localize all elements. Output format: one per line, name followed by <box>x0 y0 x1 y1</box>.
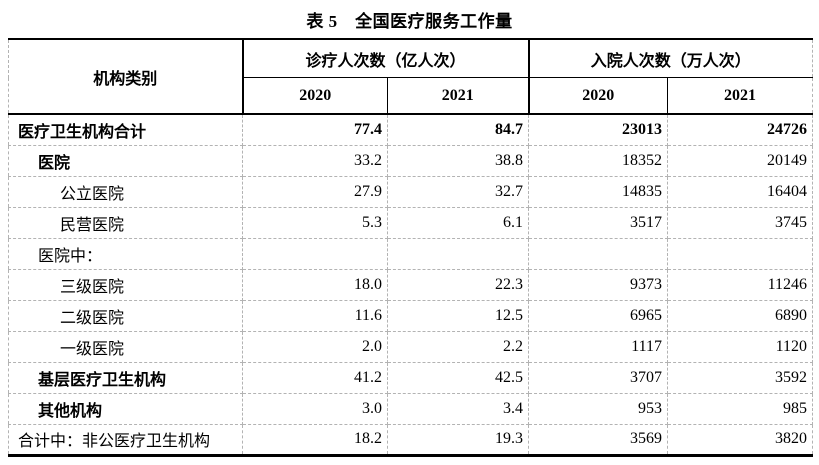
cell-inpatient-2021 <box>667 238 814 270</box>
cell-outpatient-2020 <box>242 238 388 270</box>
cell-inpatient-2021: 3820 <box>667 424 814 456</box>
table-row-non-public-institutions: 合计中：非公医疗卫生机构 18.2 19.3 3569 3820 <box>8 424 814 456</box>
cell-outpatient-2020: 77.4 <box>242 114 388 146</box>
cell-inpatient-2020 <box>528 238 669 270</box>
cell-outpatient-2021: 6.1 <box>387 207 530 239</box>
table-row-primary-hospitals: 一级医院 2.0 2.2 1117 1120 <box>8 331 814 363</box>
cell-outpatient-2020: 3.0 <box>242 393 388 425</box>
cell-inpatient-2021: 3592 <box>667 362 814 394</box>
table-row-grassroots-institutions: 基层医疗卫生机构 41.2 42.5 3707 3592 <box>8 362 814 394</box>
header-outpatient-visits: 诊疗人次数（亿人次） <box>242 39 530 78</box>
table-row-private-hospitals: 民营医院 5.3 6.1 3517 3745 <box>8 207 814 239</box>
table-row-hospitals: 医院 33.2 38.8 18352 20149 <box>8 145 814 177</box>
row-label: 基层医疗卫生机构 <box>8 362 243 394</box>
cell-inpatient-2021: 1120 <box>667 331 814 363</box>
cell-inpatient-2020: 23013 <box>528 114 669 146</box>
cell-outpatient-2021: 32.7 <box>387 176 530 208</box>
row-label: 民营医院 <box>8 207 243 239</box>
cell-outpatient-2020: 2.0 <box>242 331 388 363</box>
cell-outpatient-2020: 27.9 <box>242 176 388 208</box>
cell-inpatient-2020: 18352 <box>528 145 669 177</box>
cell-inpatient-2020: 14835 <box>528 176 669 208</box>
cell-inpatient-2020: 9373 <box>528 269 669 301</box>
cell-outpatient-2021: 3.4 <box>387 393 530 425</box>
cell-inpatient-2021: 985 <box>667 393 814 425</box>
cell-outpatient-2021: 42.5 <box>387 362 530 394</box>
cell-inpatient-2021: 20149 <box>667 145 814 177</box>
cell-inpatient-2020: 3707 <box>528 362 669 394</box>
cell-outpatient-2021: 2.2 <box>387 331 530 363</box>
cell-inpatient-2021: 3745 <box>667 207 814 239</box>
cell-inpatient-2020: 3569 <box>528 424 669 456</box>
header-inpatient-2020: 2020 <box>528 77 669 115</box>
cell-outpatient-2020: 5.3 <box>242 207 388 239</box>
cell-outpatient-2021: 12.5 <box>387 300 530 332</box>
table-header: 机构类别 诊疗人次数（亿人次） 入院人次数（万人次） 2020 2021 202… <box>8 39 814 115</box>
table-body: 医疗卫生机构合计 77.4 84.7 23013 24726 医院 33.2 3… <box>8 114 814 456</box>
cell-inpatient-2020: 3517 <box>528 207 669 239</box>
row-label: 医院中： <box>8 238 243 270</box>
table-row-tertiary-hospitals: 三级医院 18.0 22.3 9373 11246 <box>8 269 814 301</box>
cell-outpatient-2020: 18.2 <box>242 424 388 456</box>
table-row-secondary-hospitals: 二级医院 11.6 12.5 6965 6890 <box>8 300 814 332</box>
cell-inpatient-2021: 16404 <box>667 176 814 208</box>
row-label: 公立医院 <box>8 176 243 208</box>
header-inpatient-2021: 2021 <box>667 77 814 115</box>
header-group-row: 机构类别 诊疗人次数（亿人次） 入院人次数（万人次） <box>8 39 813 115</box>
cell-inpatient-2021: 6890 <box>667 300 814 332</box>
cell-outpatient-2021: 84.7 <box>387 114 530 146</box>
table-row-among-hospitals: 医院中： <box>8 238 814 270</box>
cell-outpatient-2020: 33.2 <box>242 145 388 177</box>
row-label: 其他机构 <box>8 393 243 425</box>
cell-inpatient-2021: 24726 <box>667 114 814 146</box>
row-label: 医院 <box>8 145 243 177</box>
cell-outpatient-2021: 22.3 <box>387 269 530 301</box>
cell-outpatient-2021: 38.8 <box>387 145 530 177</box>
table-row-other-institutions: 其他机构 3.0 3.4 953 985 <box>8 393 814 425</box>
header-inpatient-admissions: 入院人次数（万人次） <box>528 39 813 78</box>
row-label: 三级医院 <box>8 269 243 301</box>
table-row-total: 医疗卫生机构合计 77.4 84.7 23013 24726 <box>8 114 814 146</box>
table-title: 表 5 全国医疗服务工作量 <box>306 12 513 31</box>
row-label: 一级医院 <box>8 331 243 363</box>
header-institution-type: 机构类别 <box>8 39 244 115</box>
row-label: 医疗卫生机构合计 <box>8 114 243 146</box>
cell-inpatient-2020: 6965 <box>528 300 669 332</box>
cell-outpatient-2021 <box>387 238 530 270</box>
header-outpatient-2020: 2020 <box>242 77 388 115</box>
cell-outpatient-2020: 11.6 <box>242 300 388 332</box>
row-label: 合计中：非公医疗卫生机构 <box>8 424 243 456</box>
cell-outpatient-2021: 19.3 <box>387 424 530 456</box>
cell-outpatient-2020: 18.0 <box>242 269 388 301</box>
table-row-public-hospitals: 公立医院 27.9 32.7 14835 16404 <box>8 176 814 208</box>
cell-inpatient-2020: 953 <box>528 393 669 425</box>
row-label: 二级医院 <box>8 300 243 332</box>
cell-inpatient-2021: 11246 <box>667 269 814 301</box>
header-year-row: 2020 2021 2020 2021 <box>9 77 814 115</box>
header-outpatient-2021: 2021 <box>387 77 530 115</box>
cell-inpatient-2020: 1117 <box>528 331 669 363</box>
medical-service-workload-table: 机构类别 诊疗人次数（亿人次） 入院人次数（万人次） 2020 2021 202… <box>8 38 814 457</box>
cell-outpatient-2020: 41.2 <box>242 362 388 394</box>
